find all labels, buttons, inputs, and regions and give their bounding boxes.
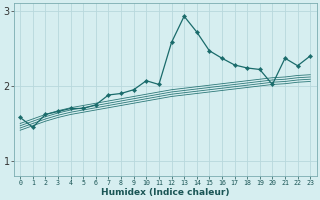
X-axis label: Humidex (Indice chaleur): Humidex (Indice chaleur)	[101, 188, 229, 197]
